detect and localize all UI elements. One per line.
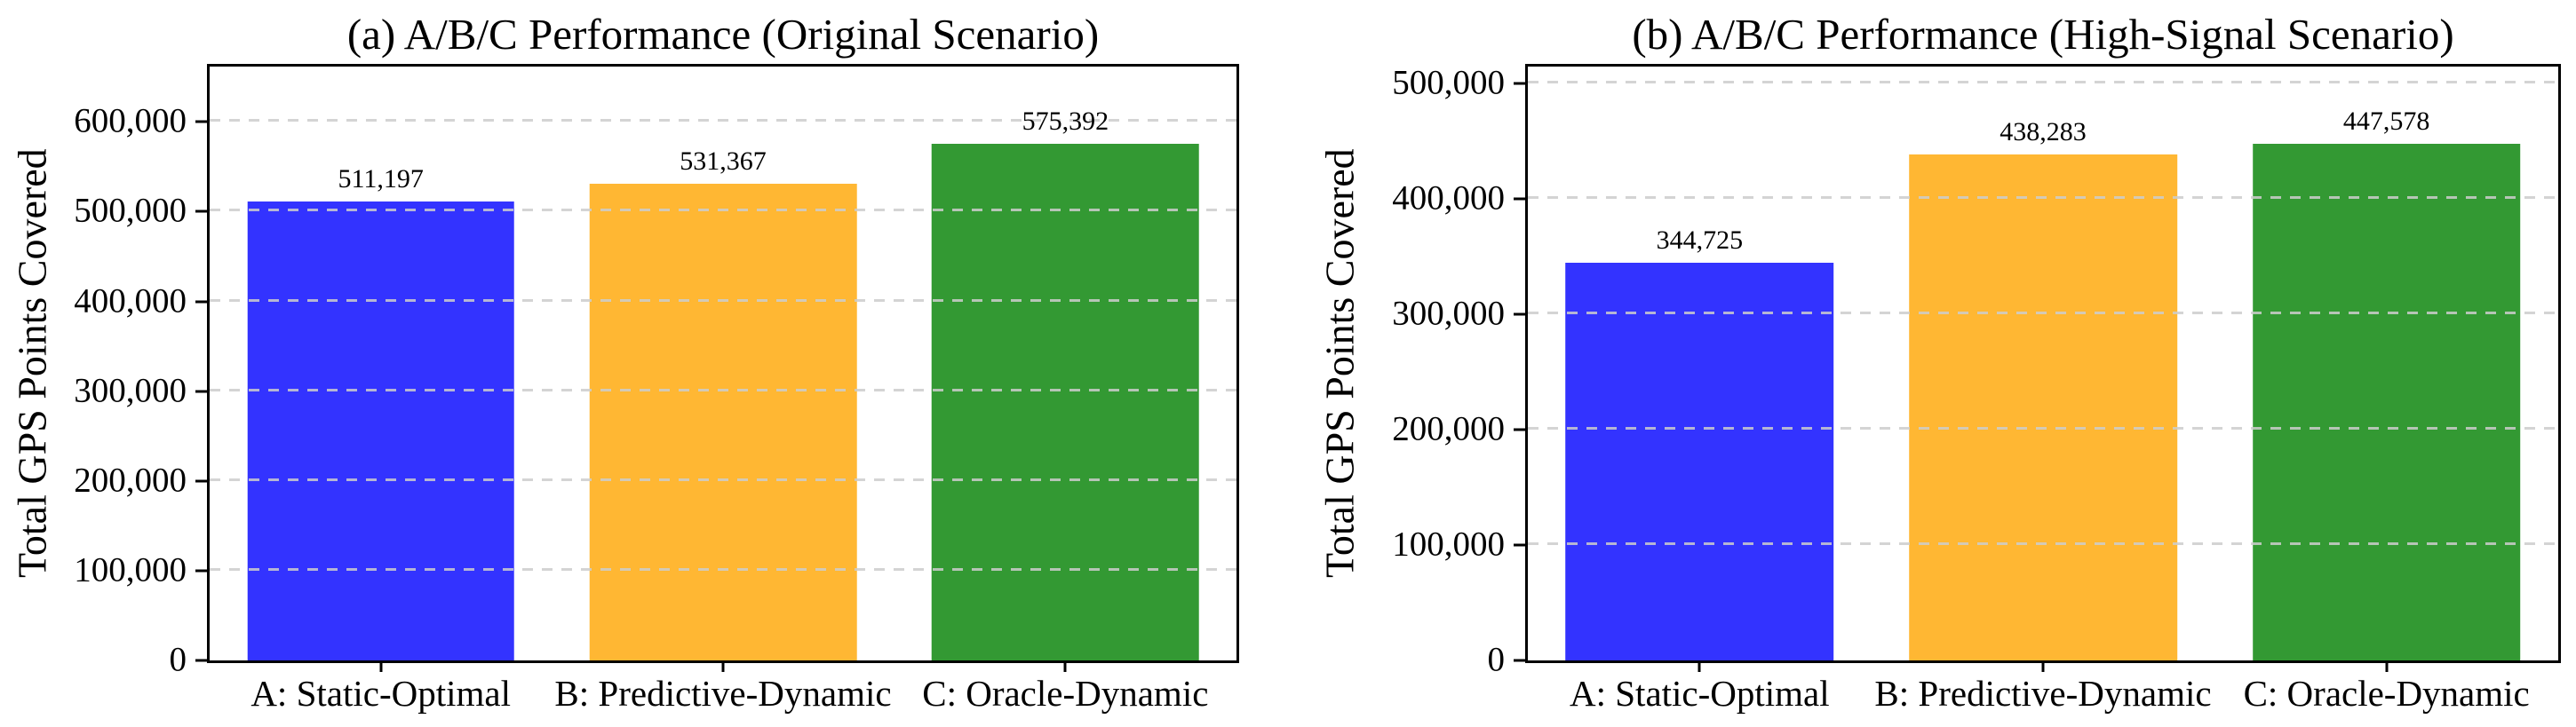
bar-slot: 344,725	[1528, 67, 1872, 660]
bar	[932, 144, 1199, 660]
x-tick-label: B: Predictive-Dynamic	[1874, 673, 2212, 714]
x-tick-mark	[1063, 660, 1067, 672]
bar	[1909, 154, 2177, 660]
chart-title-a: (a) A/B/C Performance (Original Scenario…	[346, 9, 1100, 59]
subplot-b: (b) A/B/C Performance (High-Signal Scena…	[1288, 0, 2576, 727]
y-tick-label: 300,000	[1392, 294, 1505, 333]
y-tick-label: 600,000	[74, 101, 187, 140]
y-tick-label: 100,000	[74, 550, 187, 589]
x-tick-mark	[2385, 660, 2389, 672]
bar	[247, 202, 514, 660]
y-tick-label: 0	[1487, 640, 1506, 679]
bar-slot: 447,578	[2214, 67, 2558, 660]
bar-slot: 511,197	[210, 67, 552, 660]
bar	[1565, 262, 1834, 660]
y-tick-label: 200,000	[74, 461, 187, 500]
y-tick-mark	[1514, 543, 1528, 547]
bar-slot: 575,392	[894, 67, 1236, 660]
bar-value-label: 438,283	[2000, 117, 2087, 147]
y-tick-mark	[1514, 428, 1528, 431]
y-tick-mark	[195, 120, 210, 123]
bar	[589, 183, 857, 660]
x-tick-label: A: Static-Optimal	[1570, 673, 1830, 714]
x-tick-mark	[1697, 660, 1701, 672]
y-tick-mark	[1514, 82, 1528, 85]
y-axis-label-a: Total GPS Points Covered	[9, 148, 55, 579]
bar-value-label: 447,578	[2342, 107, 2430, 137]
y-tick-label: 100,000	[1392, 525, 1505, 564]
y-tick-mark	[195, 300, 210, 304]
y-tick-label: 500,000	[74, 191, 187, 230]
bar-slot: 531,367	[552, 67, 894, 660]
plot-area-b: 0 100,000 200,000 300,000 400,000 500,000 344,…	[1392, 64, 2561, 712]
x-tick-mark	[721, 660, 725, 672]
y-tick-label: 400,000	[1392, 178, 1505, 217]
y-tick-mark	[195, 659, 210, 662]
y-tick-mark	[1514, 197, 1528, 201]
x-tick-mark	[379, 660, 383, 672]
subplot-a: (a) A/B/C Performance (Original Scenario…	[9, 9, 1239, 712]
plot-area-a: 0 100,000 200,000 300,000 400,000 500,000 600,…	[74, 64, 1239, 712]
y-tick-label: 400,000	[74, 281, 187, 320]
x-tick-label: C: Oracle-Dynamic	[922, 673, 1209, 714]
x-tick-label: C: Oracle-Dynamic	[2243, 673, 2530, 714]
y-tick-mark	[195, 569, 210, 573]
bar-value-label: 344,725	[1656, 225, 1744, 255]
x-tick-label: A: Static-Optimal	[250, 673, 511, 714]
y-axis-label-b: Total GPS Points Covered	[1316, 148, 1363, 579]
bar-value-label: 575,392	[1022, 107, 1109, 137]
y-tick-label: 300,000	[74, 371, 187, 410]
bar-value-label: 531,367	[680, 146, 767, 176]
chart-title-b: (b) A/B/C Performance (High-Signal Scena…	[1632, 9, 2454, 59]
y-tick-label: 200,000	[1392, 409, 1505, 448]
y-tick-label: 0	[169, 640, 187, 679]
x-tick-label: B: Predictive-Dynamic	[554, 673, 892, 714]
y-tick-mark	[195, 390, 210, 393]
bar-value-label: 511,197	[338, 164, 424, 194]
y-tick-mark	[195, 479, 210, 483]
y-tick-mark	[195, 209, 210, 213]
y-tick-mark	[1514, 312, 1528, 316]
x-tick-mark	[2041, 660, 2045, 672]
bar	[2252, 144, 2521, 660]
y-tick-mark	[1514, 659, 1528, 662]
bar-slot: 438,283	[1872, 67, 2215, 660]
y-tick-label: 500,000	[1392, 63, 1505, 102]
